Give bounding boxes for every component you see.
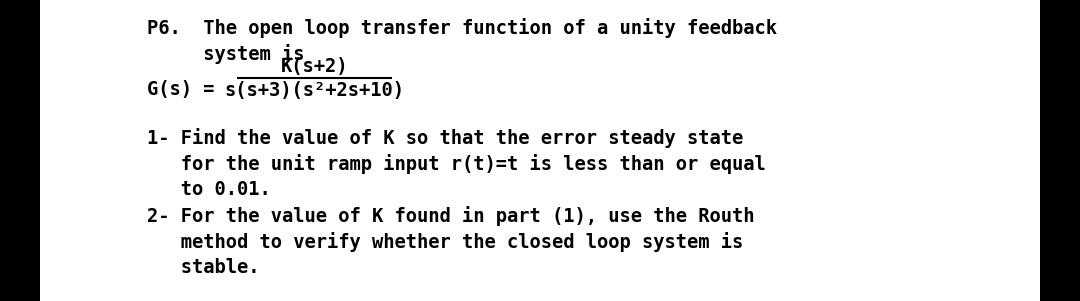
Text: 2- For the value of K found in part (1), use the Routh: 2- For the value of K found in part (1),… bbox=[147, 206, 755, 226]
Text: P6.  The open loop transfer function of a unity feedback: P6. The open loop transfer function of a… bbox=[147, 18, 777, 38]
Text: G(s) =: G(s) = bbox=[147, 80, 215, 100]
Text: 1- Find the value of K so that the error steady state: 1- Find the value of K so that the error… bbox=[147, 128, 743, 148]
Text: s(s+3)(s²+2s+10): s(s+3)(s²+2s+10) bbox=[225, 81, 405, 100]
Text: K(s+2): K(s+2) bbox=[281, 57, 348, 76]
Text: method to verify whether the closed loop system is: method to verify whether the closed loop… bbox=[147, 232, 743, 252]
Text: system is: system is bbox=[147, 44, 305, 64]
Text: stable.: stable. bbox=[147, 258, 259, 277]
Text: to 0.01.: to 0.01. bbox=[147, 180, 271, 199]
Text: for the unit ramp input r(t)=t is less than or equal: for the unit ramp input r(t)=t is less t… bbox=[147, 154, 766, 174]
